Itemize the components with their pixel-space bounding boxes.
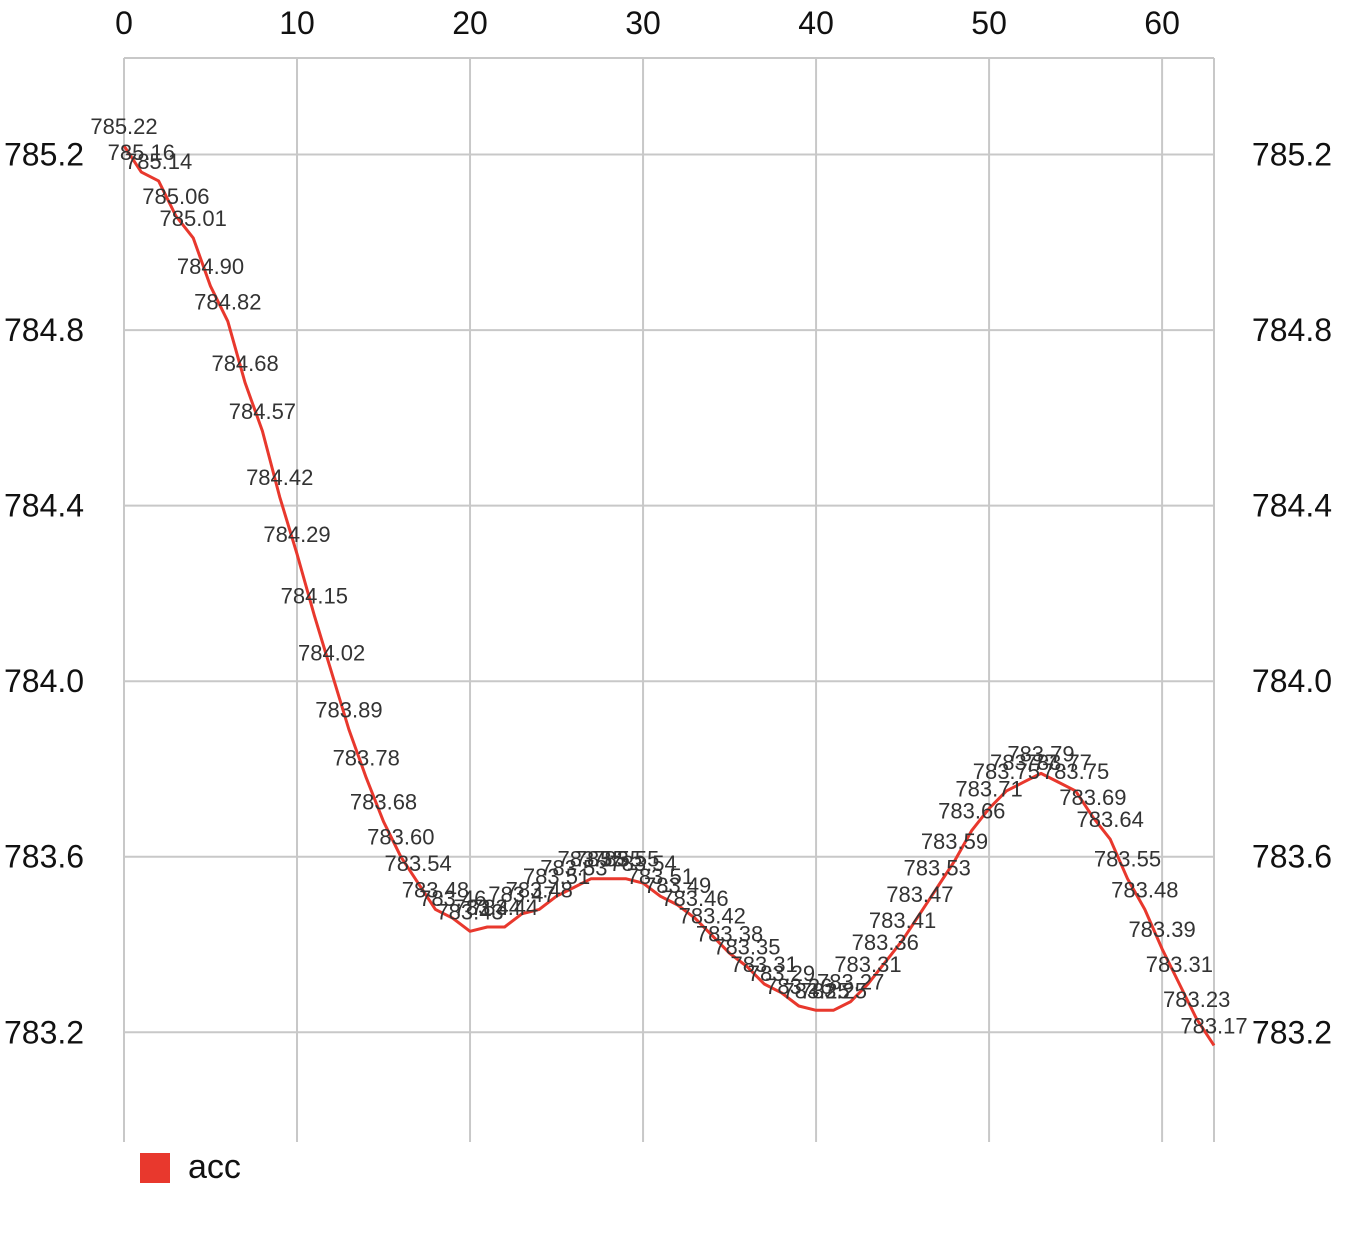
data-label: 785.22 bbox=[90, 114, 157, 139]
data-label: 784.42 bbox=[246, 465, 313, 490]
data-label: 783.48 bbox=[402, 877, 469, 902]
data-label: 783.27 bbox=[817, 970, 884, 995]
legend: acc bbox=[140, 1148, 241, 1187]
data-label: 783.75 bbox=[973, 759, 1040, 784]
y-tick-label-left: 784.4 bbox=[4, 488, 84, 524]
data-label: 783.69 bbox=[1059, 785, 1126, 810]
data-label: 783.44 bbox=[454, 895, 521, 920]
data-label: 783.44 bbox=[471, 895, 538, 920]
legend-swatch-acc bbox=[140, 1152, 170, 1183]
x-tick-label: 10 bbox=[279, 5, 315, 41]
x-tick-label: 30 bbox=[625, 5, 661, 41]
data-label: 785.06 bbox=[142, 184, 209, 209]
data-label: 783.51 bbox=[523, 864, 590, 889]
y-tick-label-right: 785.2 bbox=[1252, 137, 1332, 173]
data-label: 783.17 bbox=[1180, 1013, 1247, 1038]
data-label: 783.49 bbox=[644, 873, 711, 898]
data-label: 783.77 bbox=[990, 750, 1057, 775]
data-label: 784.29 bbox=[263, 522, 330, 547]
data-label: 785.14 bbox=[125, 149, 192, 174]
y-tick-label-right: 784.4 bbox=[1252, 488, 1332, 524]
x-tick-label: 0 bbox=[115, 5, 133, 41]
data-label: 783.47 bbox=[488, 882, 555, 907]
data-label: 784.15 bbox=[281, 583, 348, 608]
data-label: 783.31 bbox=[731, 952, 798, 977]
y-tick-label-left: 784.8 bbox=[4, 312, 84, 348]
data-label: 783.48 bbox=[1111, 877, 1178, 902]
data-label: 783.25 bbox=[800, 978, 867, 1003]
x-tick-label: 50 bbox=[971, 5, 1007, 41]
data-label: 783.60 bbox=[367, 825, 434, 850]
x-tick-label: 20 bbox=[452, 5, 488, 41]
data-label: 783.89 bbox=[315, 697, 382, 722]
data-label: 783.55 bbox=[592, 847, 659, 872]
y-tick-label-right: 783.2 bbox=[1252, 1014, 1332, 1050]
data-label: 783.54 bbox=[384, 851, 451, 876]
data-label: 783.35 bbox=[713, 934, 780, 959]
data-label: 783.51 bbox=[627, 864, 694, 889]
data-label: 783.26 bbox=[765, 974, 832, 999]
data-label: 783.68 bbox=[350, 790, 417, 815]
data-label: 783.41 bbox=[869, 908, 936, 933]
data-label: 783.23 bbox=[1163, 987, 1230, 1012]
data-label: 783.64 bbox=[1077, 807, 1144, 832]
y-tick-label-right: 784.0 bbox=[1252, 663, 1332, 699]
legend-label-acc: acc bbox=[188, 1148, 241, 1186]
x-tick-label: 40 bbox=[798, 5, 834, 41]
x-tick-labels: 0 10 20 30 40 50 60 bbox=[115, 5, 1180, 41]
data-label: 783.79 bbox=[1007, 741, 1074, 766]
data-label: 783.47 bbox=[886, 882, 953, 907]
data-label: 783.55 bbox=[1094, 847, 1161, 872]
data-label: 783.46 bbox=[661, 886, 728, 911]
data-label: 783.43 bbox=[436, 899, 503, 924]
data-label: 783.71 bbox=[955, 776, 1022, 801]
y-tick-label-left: 785.2 bbox=[4, 137, 84, 173]
series-line-acc bbox=[122, 144, 1216, 1047]
data-label: 784.68 bbox=[211, 351, 278, 376]
grid-lines bbox=[123, 57, 1215, 1142]
data-label: 783.31 bbox=[834, 952, 901, 977]
data-label: 783.36 bbox=[852, 930, 919, 955]
data-label: 783.53 bbox=[904, 855, 971, 880]
data-label: 785.16 bbox=[108, 140, 175, 165]
data-label: 783.75 bbox=[1042, 759, 1109, 784]
data-label: 784.02 bbox=[298, 640, 365, 665]
data-label: 783.48 bbox=[506, 877, 573, 902]
data-label: 783.53 bbox=[540, 855, 607, 880]
data-label: 783.29 bbox=[748, 961, 815, 986]
data-label: 783.66 bbox=[938, 798, 1005, 823]
y-tick-label-right: 784.8 bbox=[1252, 312, 1332, 348]
data-label: 783.39 bbox=[1128, 917, 1195, 942]
y-tick-label-left: 783.2 bbox=[4, 1014, 84, 1050]
y-tick-label-right: 783.6 bbox=[1252, 839, 1332, 875]
series-lines bbox=[122, 144, 1216, 1047]
data-label: 783.78 bbox=[333, 746, 400, 771]
data-label: 783.55 bbox=[557, 847, 624, 872]
y-tick-labels-right: 783.2 783.6 784.0 784.4 784.8 785.2 bbox=[1252, 137, 1332, 1051]
data-label: 783.31 bbox=[1146, 952, 1213, 977]
data-label: 783.46 bbox=[419, 886, 486, 911]
data-label: 785.01 bbox=[160, 206, 227, 231]
data-label: 783.38 bbox=[696, 921, 763, 946]
data-label: 783.77 bbox=[1025, 750, 1092, 775]
data-label: 783.59 bbox=[921, 829, 988, 854]
data-label: 783.54 bbox=[609, 851, 676, 876]
data-label: 783.25 bbox=[782, 978, 849, 1003]
data-label: 784.82 bbox=[194, 289, 261, 314]
y-tick-labels-left: 783.2 783.6 784.0 784.4 784.8 785.2 bbox=[4, 137, 84, 1051]
x-tick-label: 60 bbox=[1144, 5, 1180, 41]
data-label: 783.55 bbox=[575, 847, 642, 872]
data-label: 784.57 bbox=[229, 399, 296, 424]
data-label: 783.42 bbox=[679, 904, 746, 929]
y-tick-label-left: 784.0 bbox=[4, 663, 84, 699]
y-tick-label-left: 783.6 bbox=[4, 839, 84, 875]
data-label: 784.90 bbox=[177, 254, 244, 279]
